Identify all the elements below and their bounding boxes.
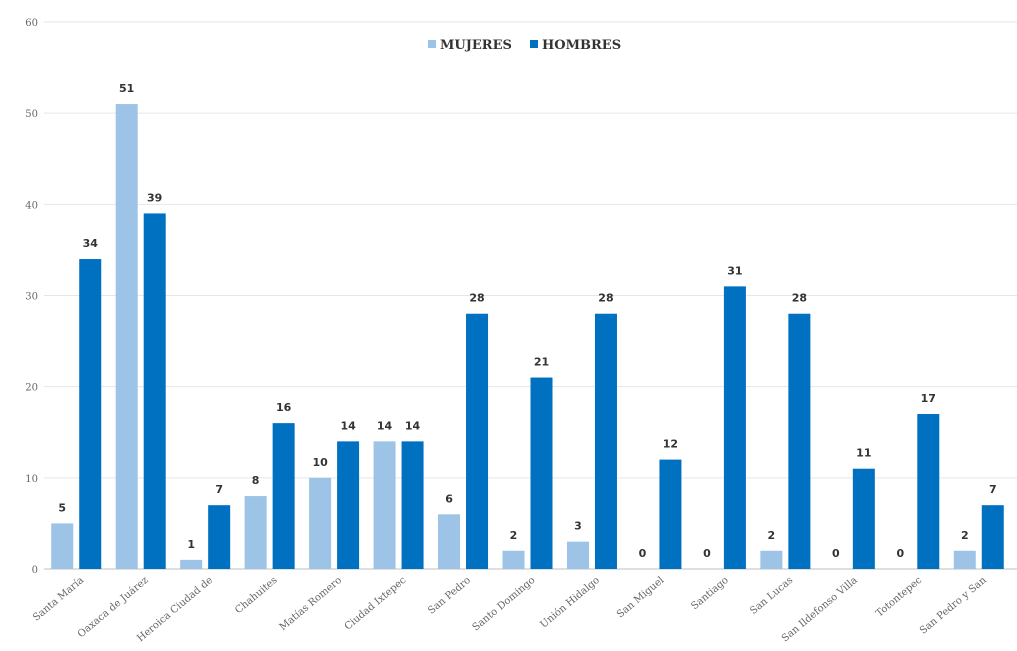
bar-mujeres-3 <box>244 496 267 569</box>
bar-mujeres-6 <box>438 514 461 569</box>
bar-hombres-3 <box>272 423 295 569</box>
bar-hombres-1 <box>143 213 166 569</box>
data-label: 8 <box>252 474 260 487</box>
bar-hombres-12 <box>852 468 875 569</box>
data-label: 14 <box>377 419 393 432</box>
data-label: 5 <box>58 501 66 514</box>
data-label: 0 <box>639 547 647 560</box>
bar-hombres-14 <box>981 505 1004 569</box>
data-label: 28 <box>792 292 807 305</box>
bar-mujeres-14 <box>953 550 976 569</box>
category-label: Chahuites <box>233 575 279 616</box>
data-label: 0 <box>703 547 711 560</box>
bar-mujeres-1 <box>115 104 138 570</box>
data-label: 28 <box>598 292 613 305</box>
y-tick-label: 50 <box>25 109 38 120</box>
data-label: 0 <box>832 547 840 560</box>
data-label: 17 <box>921 392 936 405</box>
category-label: Santo Domingo <box>471 575 538 634</box>
data-label: 12 <box>663 438 678 451</box>
data-label: 14 <box>340 419 356 432</box>
bar-hombres-13 <box>917 414 940 569</box>
bar-mujeres-11 <box>760 550 783 569</box>
data-label: 34 <box>83 237 99 250</box>
data-label: 2 <box>510 529 518 542</box>
y-tick-label: 20 <box>25 383 38 394</box>
data-label: 14 <box>405 419 421 432</box>
bar-hombres-10 <box>723 286 746 569</box>
category-label: Santa María <box>31 575 86 624</box>
legend-label-hombres: HOMBRES <box>542 38 621 53</box>
bar-hombres-5 <box>401 441 424 569</box>
category-label: San Pedro y San <box>918 575 989 637</box>
bar-hombres-8 <box>594 313 617 569</box>
legend-swatch-mujeres <box>428 40 436 48</box>
category-label: San Miguel <box>615 575 666 621</box>
y-axis: 0 10 20 30 40 50 60 <box>25 18 38 576</box>
bar-hombres-9 <box>659 459 682 569</box>
data-label: 28 <box>469 292 484 305</box>
category-label: Unión Hidalgo <box>538 575 601 631</box>
legend: MUJERES HOMBRES <box>428 38 621 53</box>
data-label: 16 <box>276 401 292 414</box>
bar-hombres-4 <box>337 441 360 569</box>
data-label: 6 <box>445 492 453 505</box>
data-label: 0 <box>896 547 904 560</box>
data-label: 51 <box>119 82 134 95</box>
bar-hombres-0 <box>79 259 102 569</box>
legend-label-mujeres: MUJERES <box>440 38 512 53</box>
bar-mujeres-2 <box>180 559 203 569</box>
bar-mujeres-4 <box>309 477 332 569</box>
bar-mujeres-0 <box>51 523 74 569</box>
bar-hombres-2 <box>208 505 231 569</box>
category-label: San Lucas <box>748 575 795 617</box>
bar-hombres-7 <box>530 377 553 569</box>
data-label: 3 <box>574 520 582 533</box>
category-label: Totontepec <box>874 575 924 620</box>
category-label: Ciudad Ixtepec <box>343 575 409 633</box>
bars <box>51 104 1004 570</box>
y-tick-label: 0 <box>32 565 38 576</box>
bar-mujeres-8 <box>566 541 589 569</box>
data-label: 11 <box>856 447 871 460</box>
data-label: 21 <box>534 356 549 369</box>
data-label: 39 <box>147 191 162 204</box>
y-tick-label: 60 <box>25 18 38 29</box>
data-label: 31 <box>727 264 742 277</box>
data-label: 2 <box>961 529 969 542</box>
data-label: 2 <box>768 529 776 542</box>
data-label: 7 <box>215 483 223 496</box>
bar-hombres-11 <box>788 313 811 569</box>
data-label: 10 <box>312 456 328 469</box>
y-tick-label: 30 <box>25 292 38 303</box>
data-label: 7 <box>989 483 997 496</box>
category-label: San Pedro <box>426 575 473 617</box>
bar-hombres-6 <box>466 313 489 569</box>
bar-mujeres-5 <box>373 441 396 569</box>
y-tick-label: 10 <box>25 474 38 485</box>
legend-swatch-hombres <box>530 40 538 48</box>
category-label: Santiago <box>689 575 730 612</box>
data-label: 1 <box>187 538 195 551</box>
y-tick-label: 40 <box>25 200 38 211</box>
category-label: Matías Romero <box>278 575 344 633</box>
bar-mujeres-7 <box>502 550 525 569</box>
category-label: Oaxaca de Juárez <box>76 575 151 640</box>
